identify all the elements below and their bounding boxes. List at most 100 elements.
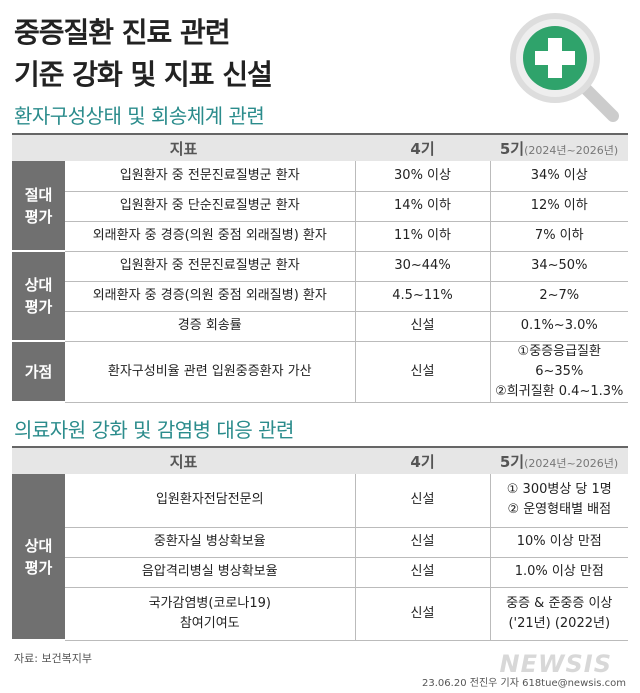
text-line: 입원환자 중 단순진료질병군 환자 bbox=[119, 198, 300, 213]
text-line: 신설 bbox=[410, 605, 435, 621]
gen5-cell: 1.0% 이상 만점 bbox=[490, 557, 629, 588]
text-line: 34~50% bbox=[531, 258, 588, 273]
text-line: 외래환자 중 경증(의원 중점 외래질병) 환자 bbox=[92, 288, 327, 303]
gen4-cell: 신설 bbox=[355, 474, 491, 528]
gen4-cell: 신설 bbox=[355, 587, 491, 641]
gen5-cell: 중증 & 준중증 이상 ('21년) (2022년) bbox=[490, 587, 629, 641]
section-title: 의료자원 강화 및 감염병 대응 관련 bbox=[14, 418, 294, 442]
header-row: 지표 4기 5기(2024년~2026년) bbox=[12, 133, 629, 161]
row: 외래환자 중 경증(의원 중점 외래질병) 환자 11% 이하 7% 이하 bbox=[12, 221, 629, 252]
indicator-cell: 국가감염병(코로나19) 참여기여도 bbox=[65, 587, 356, 641]
text-line: 신설 bbox=[410, 492, 435, 508]
gen4-cell: 4.5~11% bbox=[355, 281, 491, 312]
text-line: 30% 이상 bbox=[394, 167, 451, 183]
text-line: 상대 bbox=[24, 536, 53, 555]
text-line: 평가 bbox=[24, 298, 53, 316]
text-line: 신설 bbox=[410, 534, 435, 549]
header-cell: 4기 bbox=[355, 133, 491, 161]
row: 음압격리병실 병상확보율 신설 1.0% 이상 만점 bbox=[12, 557, 629, 588]
text-line: 신설 bbox=[410, 363, 435, 379]
indicator-cell: 환자구성비율 관련 입원중증환자 가산 bbox=[65, 341, 356, 403]
row: 상대 평가 입원환자전담전문의 신설 ① 300병상 당 1명 ② 운영형태별 배점 bbox=[12, 474, 629, 641]
text-line: 4.5~11% bbox=[392, 288, 453, 303]
header-text: 5기 bbox=[499, 452, 525, 471]
text-line: ① 300병상 당 1명 bbox=[506, 482, 612, 498]
gen4-cell: 신설 bbox=[355, 557, 491, 588]
header-row: 지표 4기 5기(2024년~2026년) bbox=[12, 446, 629, 474]
text-line: 7% 이하 bbox=[534, 228, 584, 243]
header-cell: 5기(2024년~2026년) bbox=[490, 133, 629, 161]
title: 중증질환 진료 관련 기준 강화 및 지표 신설 bbox=[14, 12, 273, 96]
text-line: 입원환자전담전문의 bbox=[155, 492, 264, 508]
indicator-cell: 음압격리병실 병상확보율 bbox=[65, 557, 356, 588]
text-line: 절대 bbox=[24, 185, 53, 204]
source: 자료: 보건복지부 bbox=[14, 652, 93, 665]
header-cell: 지표 bbox=[12, 446, 356, 474]
gen5-cell: 2~7% bbox=[490, 281, 629, 312]
section-title: 환자구성상태 및 회송체계 관련 bbox=[14, 104, 265, 128]
header-period: (2024년~2026년) bbox=[524, 456, 619, 470]
row: 가점 환자구성비율 관련 입원중증환자 가산 신설 ①중증응급질환 6~35% ②희귀질… bbox=[12, 341, 629, 403]
gen4-cell: 14% 이하 bbox=[355, 191, 491, 222]
text-line: ②희귀질환 0.4~1.3% bbox=[495, 383, 624, 399]
gen4-cell: 신설 bbox=[355, 527, 491, 558]
text-line: 참여기여도 bbox=[179, 615, 240, 631]
text-line: 34% 이상 bbox=[530, 167, 588, 183]
table: 지표 4기 5기(2024년~2026년) 상대 평가 입원환자전담전문의 신설 ① 300병… bbox=[12, 446, 629, 641]
text-line: 0.1%~3.0% bbox=[520, 318, 598, 333]
gen5-cell: 10% 이상 만점 bbox=[490, 527, 629, 558]
text-line: 신설 bbox=[410, 564, 435, 579]
header-text: 5기 bbox=[499, 139, 525, 158]
indicator-cell: 입원환자 중 전문진료질병군 환자 bbox=[65, 161, 356, 192]
row: 외래환자 중 경증(의원 중점 외래질병) 환자 4.5~11% 2~7% bbox=[12, 281, 629, 312]
row: 입원환자 중 단순진료질병군 환자 14% 이하 12% 이하 bbox=[12, 191, 629, 222]
logo: NEWSIS bbox=[499, 650, 612, 678]
text-line: 평가 bbox=[24, 558, 53, 577]
row: 중환자실 병상확보율 신설 10% 이상 만점 bbox=[12, 527, 629, 558]
text-line: 평가 bbox=[24, 207, 53, 226]
text-line: 10% 이상 만점 bbox=[516, 534, 602, 549]
text-line: 11% 이하 bbox=[394, 228, 451, 243]
text-line: 경증 회송률 bbox=[177, 318, 242, 333]
gen5-cell: 34~50% bbox=[490, 251, 629, 282]
header-cell: 지표 bbox=[12, 133, 356, 161]
indicator-cell: 외래환자 중 경증(의원 중점 외래질병) 환자 bbox=[65, 281, 356, 312]
text-line: 입원환자 중 전문진료질병군 환자 bbox=[119, 258, 300, 273]
gen4-cell: 11% 이하 bbox=[355, 221, 491, 252]
header-cell: 4기 bbox=[355, 446, 491, 474]
text-line: 국가감염병(코로나19) bbox=[148, 595, 271, 611]
indicator-cell: 경증 회송률 bbox=[65, 311, 356, 342]
text-line: ①중증응급질환 6~35% bbox=[517, 343, 601, 379]
text-line: 상대 bbox=[24, 276, 53, 294]
gen4-cell: 30~44% bbox=[355, 251, 491, 282]
gen5-cell: ①중증응급질환 6~35% ②희귀질환 0.4~1.3% bbox=[490, 341, 629, 403]
text-line: 외래환자 중 경증(의원 중점 외래질병) 환자 bbox=[92, 228, 327, 243]
text-line: ('21년) (2022년) bbox=[508, 615, 611, 631]
gen5-cell: 34% 이상 bbox=[490, 161, 629, 192]
row: 국가감염병(코로나19) 참여기여도 신설 중증 & 준중증 이상 ('21년) (20… bbox=[12, 587, 629, 641]
text-line: 가점 bbox=[24, 362, 53, 381]
text-line: 입원환자 중 전문진료질병군 환자 bbox=[119, 167, 300, 183]
text-line: 환자구성비율 관련 입원중증환자 가산 bbox=[107, 363, 312, 379]
gen5-cell: 7% 이하 bbox=[490, 221, 629, 252]
indicator-cell: 입원환자전담전문의 bbox=[65, 474, 356, 528]
text-line: ② 운영형태별 배점 bbox=[507, 502, 612, 518]
indicator-cell: 외래환자 중 경증(의원 중점 외래질병) 환자 bbox=[65, 221, 356, 252]
credit: 23.06.20 전진우 기자 618tue@newsis.com bbox=[422, 678, 626, 689]
text-line: 중환자실 병상확보율 bbox=[153, 534, 266, 549]
text-line: 1.0% 이상 만점 bbox=[514, 564, 604, 579]
text-line: 중증 & 준중증 이상 bbox=[506, 595, 613, 611]
indicator-cell: 입원환자 중 전문진료질병군 환자 bbox=[65, 251, 356, 282]
header-cell: 5기(2024년~2026년) bbox=[490, 446, 629, 474]
gen4-cell: 신설 bbox=[355, 341, 491, 403]
indicator-cell: 중환자실 병상확보율 bbox=[65, 527, 356, 558]
gen4-cell: 신설 bbox=[355, 311, 491, 342]
text-line: 2~7% bbox=[539, 288, 580, 303]
icon bbox=[510, 13, 619, 122]
gen5-cell: 12% 이하 bbox=[490, 191, 629, 222]
